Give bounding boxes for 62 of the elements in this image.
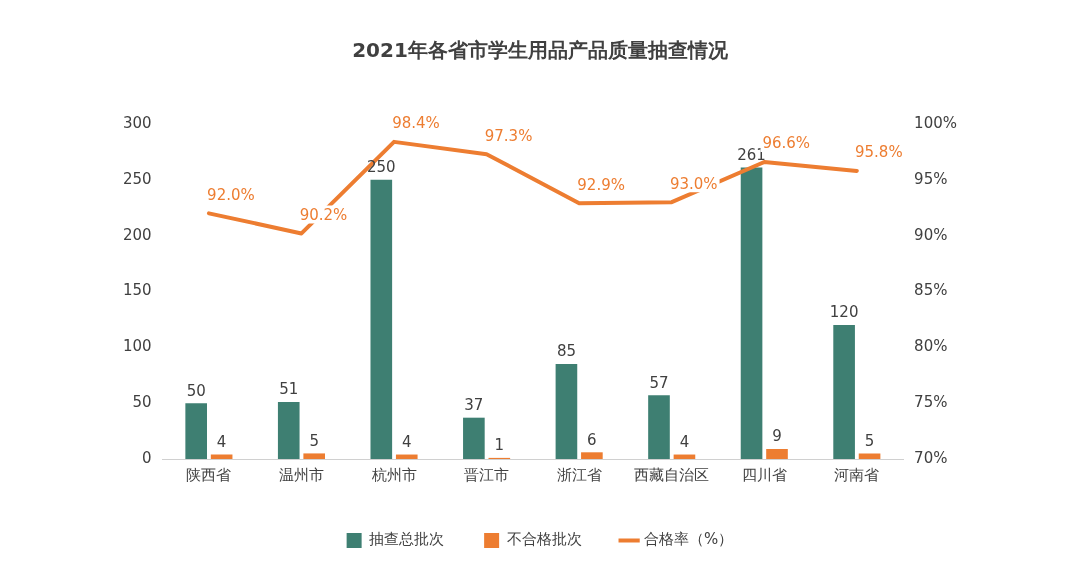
bar	[766, 448, 788, 459]
data-label: 90.2%	[299, 205, 348, 224]
legend-label: 不合格批次	[506, 530, 582, 549]
bar	[648, 395, 670, 459]
y-tick-label: 300	[122, 113, 152, 132]
data-label: 93.0%	[669, 174, 718, 193]
bar	[185, 403, 207, 459]
y-tick-label: 50	[132, 393, 152, 412]
data-label: 51	[279, 380, 299, 399]
data-label: 9	[772, 427, 782, 446]
data-label: 92.0%	[207, 185, 255, 204]
data-label: 50	[186, 381, 206, 400]
data-label: 1	[494, 436, 505, 455]
data-label: 92.9%	[577, 175, 625, 194]
data-label: 95.8%	[855, 143, 903, 162]
bar	[740, 167, 763, 459]
bar	[555, 364, 578, 459]
data-label: 98.4%	[392, 114, 440, 133]
bar	[395, 454, 418, 459]
x-tick-label: 西藏自治区	[634, 465, 710, 484]
bar	[581, 452, 603, 459]
bar	[858, 453, 881, 459]
data-label: 85	[556, 342, 576, 361]
x-tick-label: 陕西省	[186, 465, 232, 484]
x-tick-label: 浙江省	[556, 465, 602, 484]
data-label: 96.6%	[762, 134, 811, 153]
bar	[370, 179, 393, 459]
bar	[277, 402, 300, 459]
y-tick-label: 250	[122, 169, 152, 188]
data-label: 120	[829, 303, 859, 322]
data-label: 4	[679, 432, 690, 451]
x-tick-label: 晋江市	[464, 465, 510, 484]
bar	[463, 417, 485, 459]
bar	[303, 453, 326, 459]
data-label: 57	[649, 373, 669, 392]
y2-tick-label: 90%	[914, 225, 948, 244]
y2-tick-label: 85%	[914, 281, 948, 300]
x-tick-label: 河南省	[834, 465, 880, 484]
y2-tick-label: 70%	[914, 448, 948, 467]
data-label: 6	[587, 430, 597, 449]
x-tick-label: 杭州市	[370, 465, 417, 484]
x-tick-label: 温州市	[278, 465, 324, 484]
y-tick-label: 0	[142, 448, 152, 467]
y2-tick-label: 75%	[914, 393, 948, 412]
legend-label: 抽查总批次	[369, 530, 445, 549]
y-tick-label: 100	[122, 337, 152, 356]
legend-label: 合格率（%）	[644, 530, 734, 549]
bar	[833, 325, 855, 459]
data-label: 4	[401, 432, 412, 451]
data-label: 250	[366, 158, 396, 177]
y-tick-label: 150	[122, 281, 152, 300]
y2-tick-label: 100%	[914, 113, 958, 132]
data-label: 5	[309, 431, 319, 450]
y2-tick-label: 80%	[914, 337, 948, 356]
data-label: 4	[216, 432, 227, 451]
y-tick-label: 200	[122, 225, 152, 244]
data-label: 97.3%	[484, 126, 533, 145]
data-label: 37	[464, 396, 484, 415]
chart-title: 2021年各省市学生用品产品质量抽查情况	[352, 38, 729, 63]
x-tick-label: 四川省	[741, 465, 787, 484]
y2-tick-label: 95%	[914, 169, 948, 188]
data-label: 5	[864, 431, 875, 450]
